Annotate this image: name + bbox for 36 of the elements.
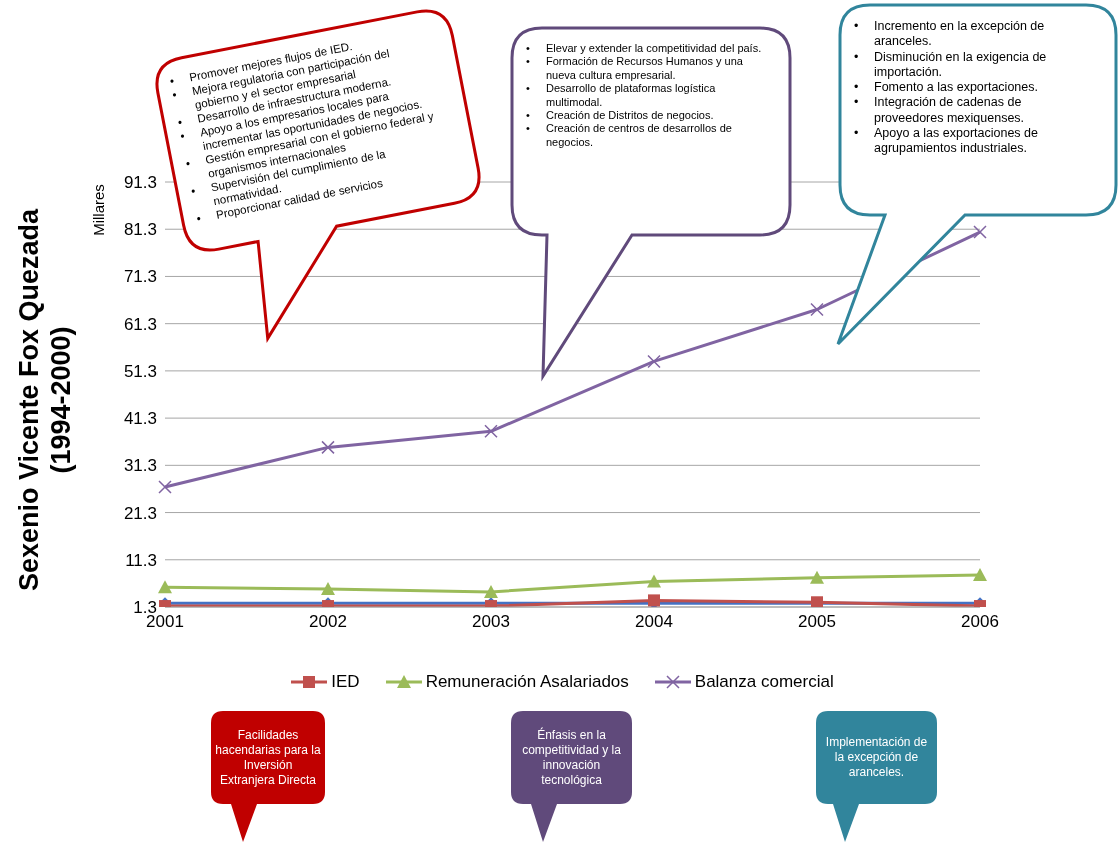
x-tick-label: 2006: [961, 612, 999, 632]
point: [158, 480, 172, 494]
legend-label: IED: [330, 672, 360, 692]
y-axis-title: Millares: [89, 184, 107, 236]
text: • Elevar y extender la competitividad del país. • Formación de Recursos Humanos y una nueva cultura empresarial. • Desarrollo de plataformas logística multimodal. • Creación de Distritos de negocios. • Creación de centros de desarrollos de negocios.: [526, 42, 762, 148]
y-tick-label: 21.3: [123, 503, 157, 523]
point: [973, 225, 987, 239]
point: [647, 574, 661, 588]
x-tick-label: 2002: [309, 612, 347, 632]
point: [158, 580, 172, 594]
text: Implementación de la excepción de aranceles.: [824, 734, 929, 781]
x-tick-label: 2005: [798, 612, 836, 632]
point: [810, 570, 824, 584]
point: [321, 440, 335, 455]
x-tick-label: 2003: [472, 612, 510, 632]
y-tick-label: 41.3: [123, 409, 157, 429]
y-tick-label: 81.3: [123, 220, 157, 240]
x-tick-label: 2004: [635, 612, 673, 632]
legend-label: Balanza comercial: [693, 672, 834, 692]
text: Sexenio Vicente Fox Quezada (1994-2000): [13, 207, 77, 594]
legend-label: Remuneración Asalariados: [424, 672, 629, 692]
point: [973, 567, 987, 581]
point: [321, 582, 335, 596]
y-tick-label: 31.3: [123, 456, 157, 476]
point: [484, 424, 498, 439]
text: • Incremento en la excepción de aranceles. • Disminución en la exigencia de importación. • Fomento a las exportaciones. • Integración de cadenas de proveedores mexiquenses. • Apoyo a las exportaciones de agrupamientos industriales.: [854, 19, 1047, 155]
y-tick-label: 11.3: [125, 550, 157, 570]
text: Facilidades hacendarias para la Inversión Extranjera Directa: [215, 726, 321, 789]
y-tick-label: 51.3: [123, 361, 157, 381]
y-tick-label: 71.3: [123, 267, 157, 287]
point: [484, 584, 498, 598]
y-tick-label: 91.3: [123, 173, 157, 193]
text: Énfasis en la competitividad y la innovación tecnológica: [521, 726, 622, 789]
point: [810, 302, 824, 317]
y-tick-label: 61.3: [123, 314, 157, 334]
point: [647, 354, 661, 369]
